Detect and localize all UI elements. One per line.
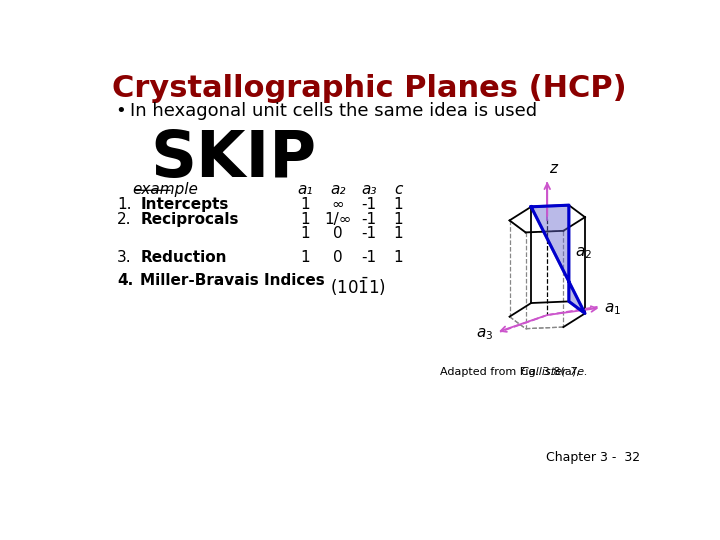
Text: 0: 0 [333, 249, 343, 265]
Text: $a_2$: $a_2$ [575, 246, 592, 261]
Text: 1: 1 [394, 197, 403, 212]
Text: 1/∞: 1/∞ [324, 212, 352, 227]
Text: 1.: 1. [117, 197, 132, 212]
Text: Reciprocals: Reciprocals [140, 212, 239, 227]
Polygon shape [531, 205, 585, 313]
Text: 1: 1 [394, 249, 403, 265]
Text: 4.: 4. [117, 273, 133, 288]
Text: -1: -1 [361, 197, 377, 212]
Text: example: example [132, 182, 199, 197]
Text: Adapted from Fig. 3.8(a),: Adapted from Fig. 3.8(a), [441, 367, 583, 376]
Text: $(10\bar{1}1)$: $(10\bar{1}1)$ [330, 276, 386, 298]
Text: Miller-Bravais Indices: Miller-Bravais Indices [140, 273, 325, 288]
Text: 1: 1 [301, 226, 310, 241]
Text: 2.: 2. [117, 212, 132, 227]
Text: ∞: ∞ [332, 197, 344, 212]
Text: -1: -1 [361, 212, 377, 227]
Text: z: z [549, 161, 557, 177]
Text: Reduction: Reduction [140, 249, 227, 265]
Text: $a_1$: $a_1$ [604, 301, 621, 317]
Text: In hexagonal unit cells the same idea is used: In hexagonal unit cells the same idea is… [130, 102, 537, 120]
Text: 1: 1 [301, 197, 310, 212]
Text: 1: 1 [394, 212, 403, 227]
Text: •: • [114, 102, 125, 120]
Text: Callister 7e.: Callister 7e. [521, 367, 588, 376]
Text: -1: -1 [361, 249, 377, 265]
Text: Crystallographic Planes (HCP): Crystallographic Planes (HCP) [112, 74, 626, 103]
Text: $a_3$: $a_3$ [476, 326, 493, 342]
Text: 1: 1 [301, 249, 310, 265]
Text: 1: 1 [301, 212, 310, 227]
Text: SKIP: SKIP [150, 128, 316, 190]
Text: Intercepts: Intercepts [140, 197, 229, 212]
Text: 1: 1 [394, 226, 403, 241]
Text: a₁: a₁ [297, 182, 313, 197]
Text: 0: 0 [333, 226, 343, 241]
Text: a₂: a₂ [330, 182, 346, 197]
Text: a₃: a₃ [361, 182, 377, 197]
Text: c: c [395, 182, 402, 197]
Text: Chapter 3 -  32: Chapter 3 - 32 [546, 451, 640, 464]
Text: 3.: 3. [117, 249, 132, 265]
Text: -1: -1 [361, 226, 377, 241]
